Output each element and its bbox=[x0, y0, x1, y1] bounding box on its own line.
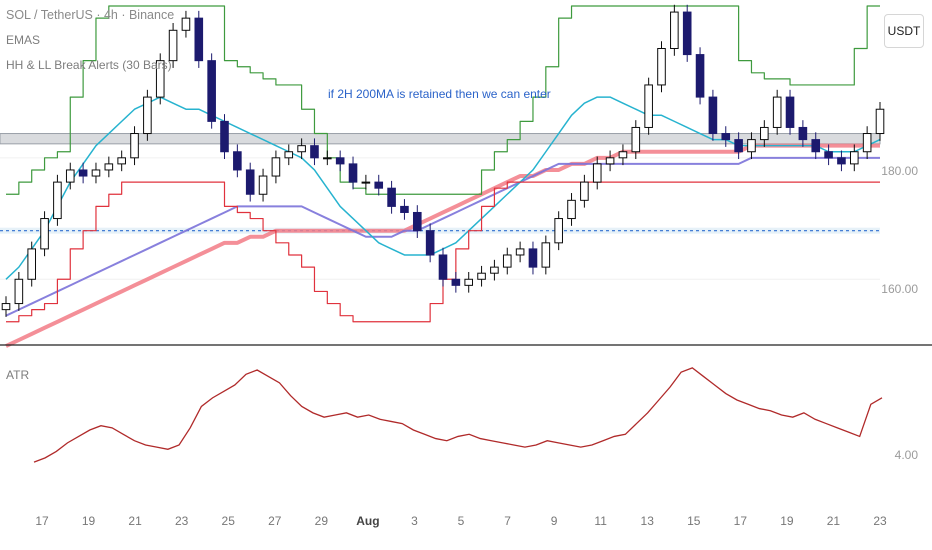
candle-34 bbox=[439, 248, 447, 287]
candle-48 bbox=[619, 144, 627, 165]
candle-35 bbox=[452, 272, 460, 293]
candle-30 bbox=[388, 181, 396, 214]
atr-line bbox=[34, 368, 882, 462]
candle-42 bbox=[542, 236, 550, 275]
x-tick-6: 29 bbox=[315, 514, 328, 528]
price-label-160: 160.00 bbox=[881, 282, 918, 296]
candle-7 bbox=[92, 163, 100, 184]
candle-38 bbox=[491, 260, 499, 281]
candle-8 bbox=[105, 157, 113, 178]
candle-6 bbox=[79, 163, 87, 184]
x-tick-4: 25 bbox=[222, 514, 235, 528]
candle-47 bbox=[606, 151, 614, 172]
x-tick-10: 7 bbox=[504, 514, 511, 528]
candle-22 bbox=[285, 144, 293, 165]
candle-37 bbox=[478, 266, 486, 287]
candle-15 bbox=[195, 11, 203, 68]
x-tick-17: 21 bbox=[827, 514, 840, 528]
candle-46 bbox=[593, 157, 601, 190]
candle-45 bbox=[581, 175, 589, 208]
candle-55 bbox=[709, 90, 717, 141]
candle-1 bbox=[15, 272, 23, 311]
candle-14 bbox=[182, 11, 190, 38]
candle-53 bbox=[683, 5, 691, 62]
candle-52 bbox=[671, 5, 679, 56]
candle-26 bbox=[336, 151, 344, 172]
x-tick-3: 23 bbox=[175, 514, 188, 528]
candle-2 bbox=[28, 242, 36, 287]
candle-54 bbox=[696, 47, 704, 104]
candle-44 bbox=[568, 193, 576, 226]
candle-3 bbox=[41, 211, 49, 256]
symbol-title[interactable]: SOL / TetherUS · 4h · Binance bbox=[6, 8, 174, 22]
candle-60 bbox=[773, 90, 781, 135]
candle-11 bbox=[144, 90, 152, 141]
indicator-atr[interactable]: ATR bbox=[6, 368, 29, 382]
candle-41 bbox=[529, 242, 537, 275]
x-tick-14: 15 bbox=[687, 514, 700, 528]
candle-36 bbox=[465, 272, 473, 293]
candles bbox=[2, 5, 884, 317]
x-tick-13: 13 bbox=[641, 514, 654, 528]
x-tick-15: 17 bbox=[734, 514, 747, 528]
x-tick-8: 3 bbox=[411, 514, 418, 528]
atr-label-4: 4.00 bbox=[895, 448, 918, 462]
candle-39 bbox=[503, 248, 511, 275]
x-tick-16: 19 bbox=[780, 514, 793, 528]
price-label-180: 180.00 bbox=[881, 164, 918, 178]
candle-61 bbox=[786, 90, 794, 135]
candle-67 bbox=[863, 126, 871, 159]
x-tick-18: 23 bbox=[873, 514, 886, 528]
x-tick-11: 9 bbox=[551, 514, 558, 528]
x-tick-7: Aug bbox=[356, 514, 379, 528]
candle-27 bbox=[349, 157, 357, 190]
candle-16 bbox=[208, 53, 216, 128]
candle-4 bbox=[54, 175, 62, 226]
candle-5 bbox=[66, 163, 74, 190]
candle-10 bbox=[131, 126, 139, 165]
indicator-hhll[interactable]: HH & LL Break Alerts (30 Bars) bbox=[6, 58, 172, 72]
atr-pane bbox=[34, 368, 882, 462]
candle-19 bbox=[246, 163, 254, 202]
candle-18 bbox=[234, 144, 242, 177]
candle-66 bbox=[850, 144, 858, 171]
x-tick-2: 21 bbox=[128, 514, 141, 528]
candle-43 bbox=[555, 211, 563, 250]
ema-slow-line bbox=[6, 146, 880, 346]
candle-51 bbox=[658, 41, 666, 92]
candle-28 bbox=[362, 175, 370, 190]
candle-50 bbox=[645, 78, 653, 135]
candle-29 bbox=[375, 175, 383, 196]
candle-20 bbox=[259, 169, 267, 202]
candle-9 bbox=[118, 151, 126, 172]
candle-31 bbox=[401, 199, 409, 220]
indicator-emas[interactable]: EMAS bbox=[6, 33, 40, 47]
candle-65 bbox=[838, 151, 846, 172]
candle-40 bbox=[516, 242, 524, 263]
x-tick-12: 11 bbox=[594, 514, 606, 528]
chart-annotation: if 2H 200MA is retained then we can ente… bbox=[328, 87, 551, 101]
x-tick-1: 19 bbox=[82, 514, 95, 528]
candle-21 bbox=[272, 151, 280, 184]
x-tick-0: 17 bbox=[35, 514, 48, 528]
currency-badge[interactable]: USDT bbox=[884, 14, 924, 48]
candle-25 bbox=[324, 151, 332, 166]
x-tick-9: 5 bbox=[458, 514, 465, 528]
x-tick-5: 27 bbox=[268, 514, 281, 528]
